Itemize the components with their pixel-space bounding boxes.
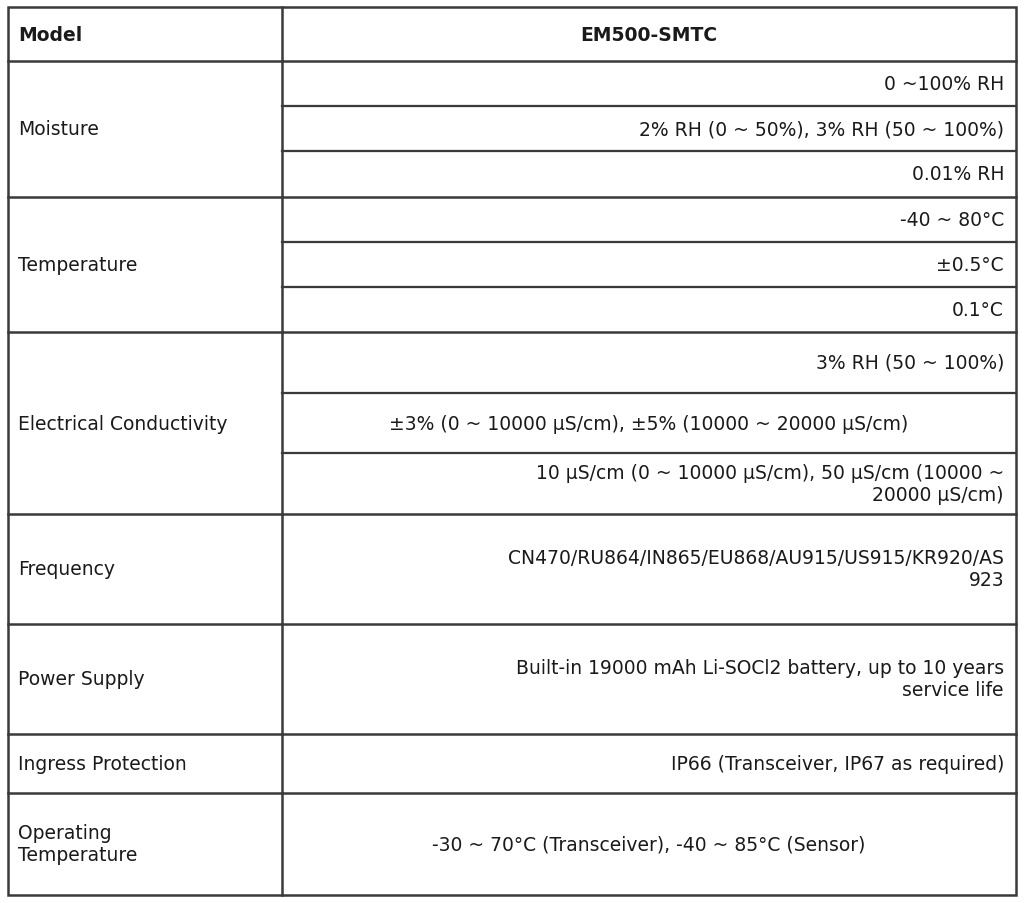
- Text: Built-in 19000 mAh Li-SOCl2 battery, up to 10 years
service life: Built-in 19000 mAh Li-SOCl2 battery, up …: [516, 658, 1004, 700]
- Text: 2% RH (0 ~ 50%), 3% RH (50 ~ 100%): 2% RH (0 ~ 50%), 3% RH (50 ~ 100%): [639, 120, 1004, 139]
- Text: Model: Model: [18, 25, 82, 44]
- Text: EM500-SMTC: EM500-SMTC: [581, 25, 718, 44]
- Text: 0.1°C: 0.1°C: [952, 301, 1004, 320]
- Text: Moisture: Moisture: [18, 120, 99, 139]
- Text: 0 ~100% RH: 0 ~100% RH: [884, 75, 1004, 94]
- Text: -40 ~ 80°C: -40 ~ 80°C: [900, 210, 1004, 229]
- Text: 10 μS/cm (0 ~ 10000 μS/cm), 50 μS/cm (10000 ~
20000 μS/cm): 10 μS/cm (0 ~ 10000 μS/cm), 50 μS/cm (10…: [536, 463, 1004, 505]
- Text: Ingress Protection: Ingress Protection: [18, 754, 186, 773]
- Text: IP66 (Transceiver, IP67 as required): IP66 (Transceiver, IP67 as required): [671, 754, 1004, 773]
- Text: ±3% (0 ~ 10000 μS/cm), ±5% (10000 ~ 20000 μS/cm): ±3% (0 ~ 10000 μS/cm), ±5% (10000 ~ 2000…: [389, 414, 908, 433]
- Text: Electrical Conductivity: Electrical Conductivity: [18, 414, 227, 433]
- Text: ±0.5°C: ±0.5°C: [936, 256, 1004, 275]
- Text: Operating
Temperature: Operating Temperature: [18, 824, 137, 864]
- Text: Power Supply: Power Supply: [18, 670, 144, 689]
- Text: 0.01% RH: 0.01% RH: [911, 165, 1004, 184]
- Text: CN470/RU864/IN865/EU868/AU915/US915/KR920/AS
923: CN470/RU864/IN865/EU868/AU915/US915/KR92…: [508, 549, 1004, 590]
- Text: Temperature: Temperature: [18, 256, 137, 275]
- Text: Frequency: Frequency: [18, 560, 115, 579]
- Text: -30 ~ 70°C (Transceiver), -40 ~ 85°C (Sensor): -30 ~ 70°C (Transceiver), -40 ~ 85°C (Se…: [432, 834, 865, 853]
- Text: 3% RH (50 ~ 100%): 3% RH (50 ~ 100%): [816, 354, 1004, 373]
